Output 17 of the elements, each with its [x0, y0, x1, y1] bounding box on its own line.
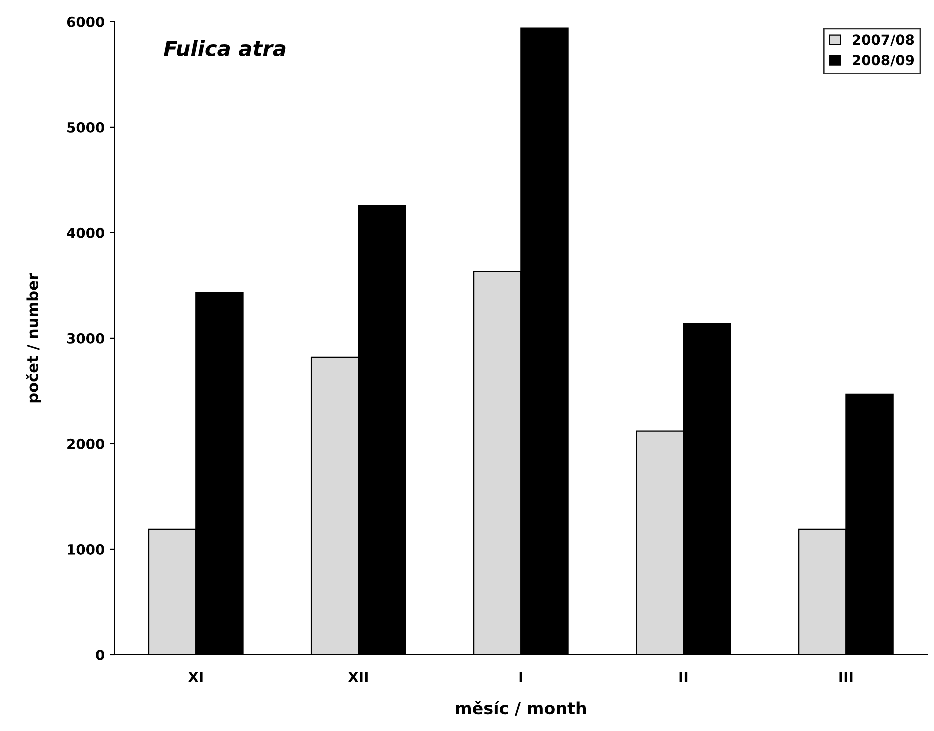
y-tick-label: 3000 — [67, 333, 104, 344]
y-tick-label: 4000 — [67, 228, 104, 238]
y-axis-title: počet / number — [26, 273, 42, 403]
y-tick-label: 6000 — [67, 16, 104, 28]
legend-label: 2008/09 — [853, 55, 914, 67]
text: Fulica atra — [164, 40, 286, 56]
legend-label: 2007/08 — [853, 34, 914, 46]
y-tick-label: 1000 — [68, 544, 104, 555]
x-tick-label: I — [520, 672, 522, 682]
y-tick-label: 2000 — [68, 438, 104, 450]
x-tick-label: II — [680, 672, 688, 682]
x-tick-label: XI — [188, 672, 203, 682]
y-tick-label: 5000 — [68, 122, 104, 133]
x-tick-label: III — [840, 672, 853, 682]
y-tick-label: 0 — [96, 650, 104, 660]
x-tick-label: XII — [348, 672, 368, 682]
x-axis-title: měsíc / month — [456, 701, 586, 716]
